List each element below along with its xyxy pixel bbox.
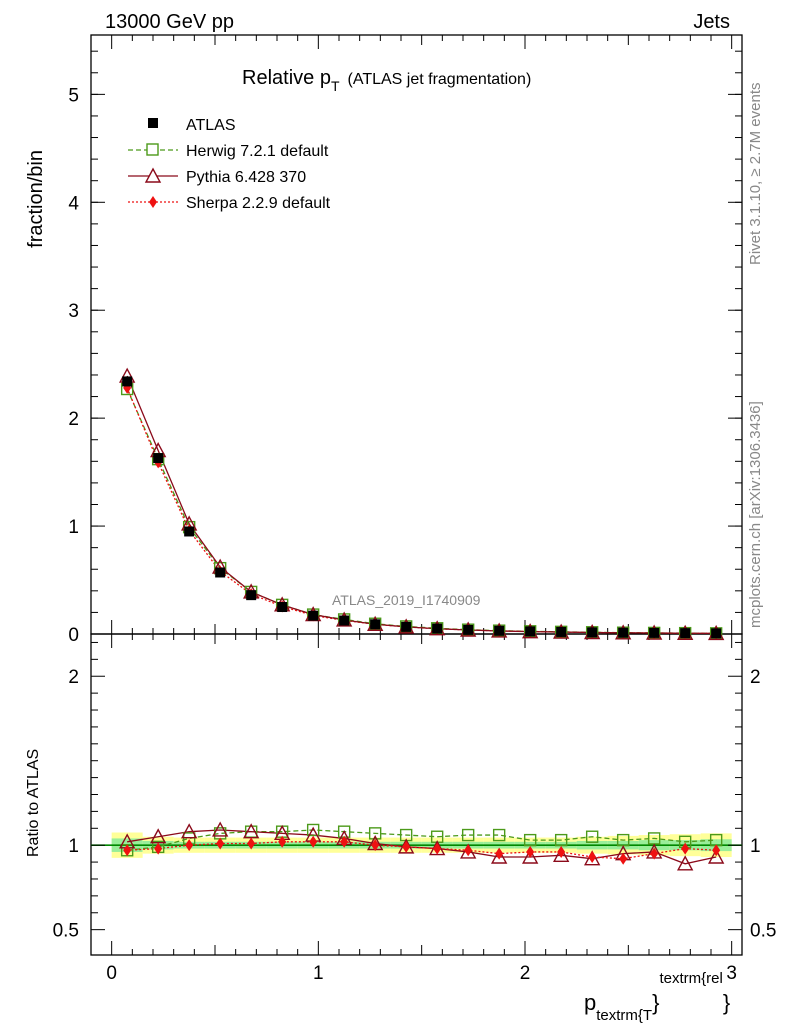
point-atlas bbox=[525, 626, 536, 637]
y-tick-label: 3 bbox=[68, 301, 79, 322]
ratio-point-pythia bbox=[583, 850, 601, 866]
ratio-y-tick-label: 0.5 bbox=[53, 921, 79, 942]
y-tick-label: 2 bbox=[68, 409, 79, 430]
point-atlas bbox=[215, 567, 226, 578]
point-atlas bbox=[308, 610, 319, 621]
main-ylabel: fraction/bin bbox=[25, 150, 47, 248]
ratio-point-sherpa bbox=[495, 847, 504, 860]
point-atlas bbox=[432, 623, 443, 634]
ratio-point-sherpa bbox=[557, 845, 566, 858]
ratio-point-pythia bbox=[180, 823, 198, 839]
main-series-layer bbox=[118, 367, 725, 641]
rivet-label: Rivet 3.1.10, ≥ 2.7M events bbox=[747, 83, 764, 266]
ratio-point-sherpa bbox=[185, 839, 194, 852]
legend-label-pythia: Pythia 6.428 370 bbox=[186, 169, 306, 186]
ratio-point-pythia bbox=[552, 846, 570, 863]
ratio-point-herwig bbox=[306, 823, 320, 837]
ratio-point-sherpa bbox=[340, 835, 349, 848]
point-atlas bbox=[587, 627, 598, 638]
point-atlas bbox=[556, 626, 567, 637]
ratio-point-herwig bbox=[585, 830, 599, 843]
point-atlas bbox=[401, 621, 412, 632]
ratio-point-pythia bbox=[490, 848, 508, 864]
legend-sherpa-marker bbox=[149, 196, 157, 208]
ratio-point-sherpa bbox=[681, 842, 690, 855]
legend-label-sherpa: Sherpa 2.2.9 default bbox=[186, 195, 331, 212]
y-tick-label: 1 bbox=[68, 517, 79, 538]
ratio-y-tick-label: 2 bbox=[68, 667, 79, 688]
ratio-y-tick-label-right: 2 bbox=[750, 667, 761, 688]
x-tick-label: 1 bbox=[313, 963, 324, 984]
ratio-point-sherpa bbox=[247, 837, 256, 850]
ratio-point-herwig bbox=[492, 828, 506, 842]
legend-label-herwig: Herwig 7.2.1 default bbox=[186, 143, 329, 160]
ratio-panel-frame bbox=[90, 633, 743, 956]
energy-label: 13000 GeV pp bbox=[105, 11, 234, 33]
ratio-point-sherpa bbox=[588, 851, 597, 864]
ratio-point-sherpa bbox=[402, 840, 411, 853]
x-axis-label: ptextrm{T}textrm{rel} bbox=[584, 970, 730, 1024]
ratio-point-herwig bbox=[461, 828, 475, 842]
y-tick-label: 5 bbox=[68, 85, 79, 106]
ratio-point-sherpa bbox=[309, 835, 318, 848]
ratio-point-sherpa bbox=[278, 835, 287, 848]
ratio-y-tick-label: 1 bbox=[68, 836, 79, 857]
ratio-point-herwig bbox=[523, 833, 537, 847]
x-tick-label: 3 bbox=[726, 963, 737, 984]
y-tick-label: 0 bbox=[68, 625, 79, 646]
ratio-point-pythia bbox=[707, 848, 725, 864]
legend: ATLAS Herwig 7.2.1 default Pythia 6.428 … bbox=[128, 117, 331, 212]
point-atlas bbox=[277, 602, 288, 613]
x-tick-label: 2 bbox=[520, 963, 531, 984]
point-atlas bbox=[463, 624, 474, 635]
point-atlas bbox=[494, 625, 505, 636]
ratio-series-layer bbox=[118, 821, 725, 871]
mcplots-label: mcplots.cern.ch [arXiv:1306.3436] bbox=[747, 401, 764, 628]
ratio-point-sherpa bbox=[216, 837, 225, 850]
ratio-point-sherpa bbox=[712, 844, 721, 857]
ratio-point-pythia bbox=[521, 848, 539, 864]
ratio-y-tick-label-right: 0.5 bbox=[750, 921, 776, 942]
ratio-point-herwig bbox=[368, 827, 382, 840]
ratio-point-pythia bbox=[211, 821, 229, 837]
point-atlas bbox=[246, 590, 257, 601]
point-atlas bbox=[153, 453, 164, 464]
point-atlas bbox=[370, 619, 381, 630]
ratio-point-herwig bbox=[554, 833, 568, 847]
legend-label-atlas: ATLAS bbox=[186, 117, 236, 134]
ratio-point-sherpa bbox=[526, 845, 535, 858]
point-atlas bbox=[680, 628, 691, 639]
main-axis-ticks: 0 1 2 3 4 5 bbox=[68, 35, 742, 646]
point-atlas bbox=[122, 376, 133, 387]
ratio-point-sherpa bbox=[464, 844, 473, 857]
y-tick-label: 4 bbox=[68, 193, 79, 214]
analysis-watermark: ATLAS_2019_I1740909 bbox=[332, 592, 481, 608]
plot-title: Relative pT (ATLAS jet fragmentation) bbox=[242, 67, 531, 94]
point-atlas bbox=[618, 627, 629, 638]
point-atlas bbox=[649, 627, 660, 638]
legend-herwig-marker bbox=[146, 143, 159, 156]
ratio-point-pythia bbox=[459, 843, 477, 859]
x-tick-label: 0 bbox=[106, 963, 117, 984]
legend-pythia-marker bbox=[144, 167, 162, 183]
ratio-line-sherpa bbox=[127, 841, 717, 860]
ratio-point-sherpa bbox=[619, 852, 628, 865]
point-atlas bbox=[184, 526, 195, 537]
ratio-point-sherpa bbox=[433, 842, 442, 855]
ratio-point-sherpa bbox=[371, 839, 380, 852]
ratio-point-sherpa bbox=[123, 844, 132, 857]
ratio-point-sherpa bbox=[154, 842, 163, 855]
ratio-ylabel: Ratio to ATLAS bbox=[25, 749, 42, 857]
legend-atlas-marker bbox=[148, 118, 158, 128]
point-atlas bbox=[711, 628, 722, 639]
ratio-axis-ticks: 0.5 0.5 1 1 2 2 0 1 2 3 bbox=[53, 634, 776, 984]
process-label: Jets bbox=[693, 11, 730, 33]
ratio-point-pythia bbox=[676, 855, 694, 871]
ratio-y-tick-label-right: 1 bbox=[750, 836, 761, 857]
point-atlas bbox=[339, 615, 350, 626]
ratio-point-sherpa bbox=[650, 847, 659, 860]
